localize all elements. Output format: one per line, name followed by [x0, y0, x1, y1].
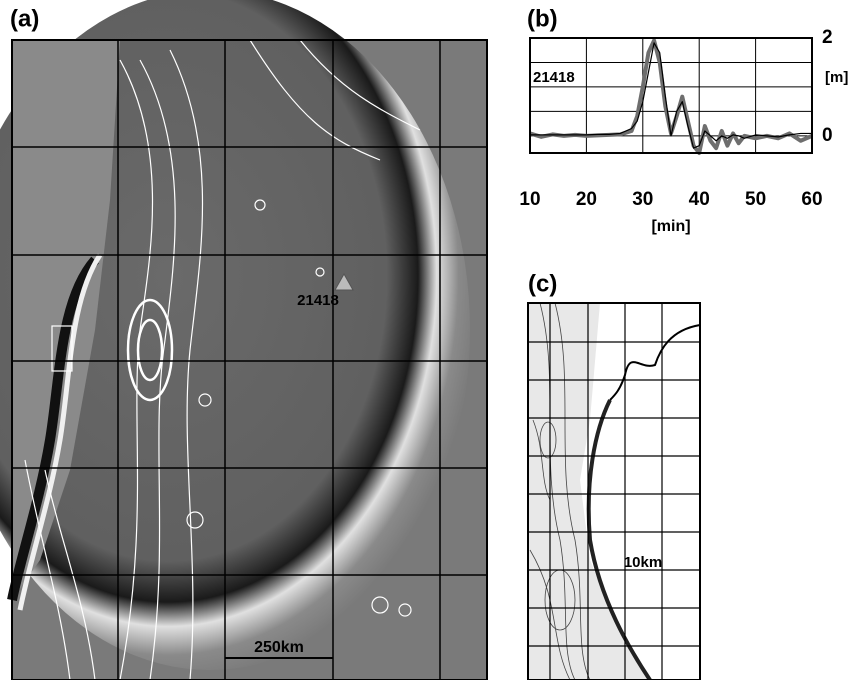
panel-label: (b) — [527, 5, 558, 32]
figure: (a) 21418 250km — [0, 0, 856, 680]
x-tick-label: 60 — [801, 189, 822, 210]
map-a — [0, 0, 487, 680]
x-tick-label: 40 — [689, 189, 710, 210]
station-annotation: 21418 — [533, 69, 575, 86]
y-tick-label: 0 — [822, 125, 833, 146]
scale-label: 10km — [624, 554, 662, 571]
plot-b: 10 20 30 40 50 60 0 2 — [519, 27, 832, 210]
y-tick-label: 2 — [822, 27, 833, 48]
series-line — [530, 43, 812, 148]
page: (a) 21418 250km — [0, 0, 856, 680]
panel-label: (a) — [10, 5, 39, 32]
x-axis-label: [min] — [651, 218, 690, 235]
x-tick-label: 10 — [519, 189, 540, 210]
map-c — [528, 303, 700, 680]
panel-label: (c) — [528, 270, 557, 297]
x-tick-label: 50 — [745, 189, 766, 210]
scale-label: 250km — [254, 639, 304, 656]
x-tick-label: 30 — [632, 189, 653, 210]
station-label: 21418 — [297, 292, 339, 309]
y-axis-label: [m] — [825, 69, 848, 86]
x-tick-label: 20 — [576, 189, 597, 210]
